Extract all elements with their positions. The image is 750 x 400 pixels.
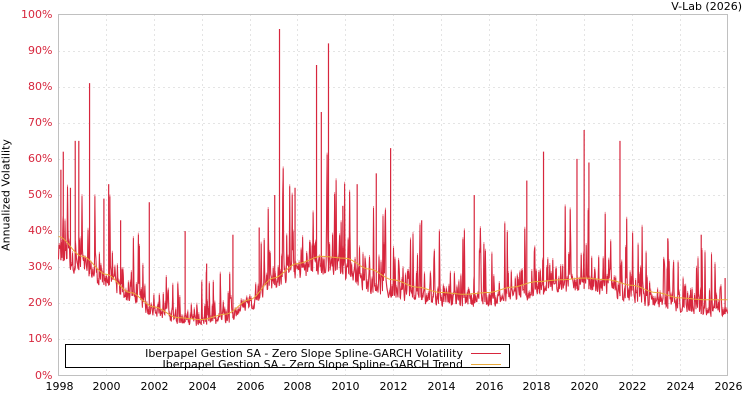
- legend: Iberpapel Gestion SA - Zero Slope Spline…: [65, 344, 510, 371]
- x-tick-label: 2012: [379, 380, 408, 393]
- y-tick-label: 40%: [28, 223, 53, 237]
- y-axis-label: Annualized Volatility: [0, 139, 13, 251]
- x-tick-label: 2008: [283, 380, 312, 393]
- x-tick-label: 2014: [427, 380, 456, 393]
- legend-label-trend: Iberpapel Gestion SA - Zero Slope Spline…: [162, 358, 463, 371]
- volatility-series: [58, 28, 728, 326]
- x-tick-label: 2018: [522, 380, 551, 393]
- x-tick-label: 2000: [92, 380, 121, 393]
- grid-lines: [58, 14, 728, 376]
- x-tick-label: 2002: [140, 380, 169, 393]
- x-tick-label: 2016: [475, 380, 504, 393]
- y-tick-label: 90%: [28, 43, 53, 57]
- y-tick-label: 20%: [28, 295, 53, 309]
- x-tick-label: 2006: [236, 380, 265, 393]
- x-tick-label: 2022: [618, 380, 647, 393]
- x-tick-label: 1998: [45, 380, 74, 393]
- y-tick-label: 50%: [28, 187, 53, 201]
- y-tick-label: 60%: [28, 151, 53, 165]
- trend-series: [58, 236, 728, 320]
- y-tick-label: 30%: [28, 259, 53, 273]
- y-tick-label: 0%: [35, 368, 53, 382]
- x-tick-label: 2026: [714, 380, 743, 393]
- legend-item-volatility: Iberpapel Gestion SA - Zero Slope Spline…: [145, 347, 501, 360]
- y-tick-label: 70%: [28, 115, 53, 129]
- legend-item-trend: Iberpapel Gestion SA - Zero Slope Spline…: [162, 358, 501, 371]
- legend-swatch-volatility: [471, 353, 501, 354]
- y-tick-label: 80%: [28, 79, 53, 93]
- legend-label-volatility: Iberpapel Gestion SA - Zero Slope Spline…: [145, 347, 463, 360]
- y-tick-label: 100%: [21, 7, 53, 21]
- x-tick-label: 2024: [666, 380, 695, 393]
- x-tick-label: 2010: [331, 380, 360, 393]
- legend-swatch-trend: [471, 364, 501, 365]
- x-tick-label: 2004: [188, 380, 217, 393]
- credit-label: V-Lab (2026): [671, 0, 742, 13]
- x-tick-label: 2020: [570, 380, 599, 393]
- y-tick-label: 10%: [28, 331, 53, 345]
- plot-frame: [58, 14, 728, 376]
